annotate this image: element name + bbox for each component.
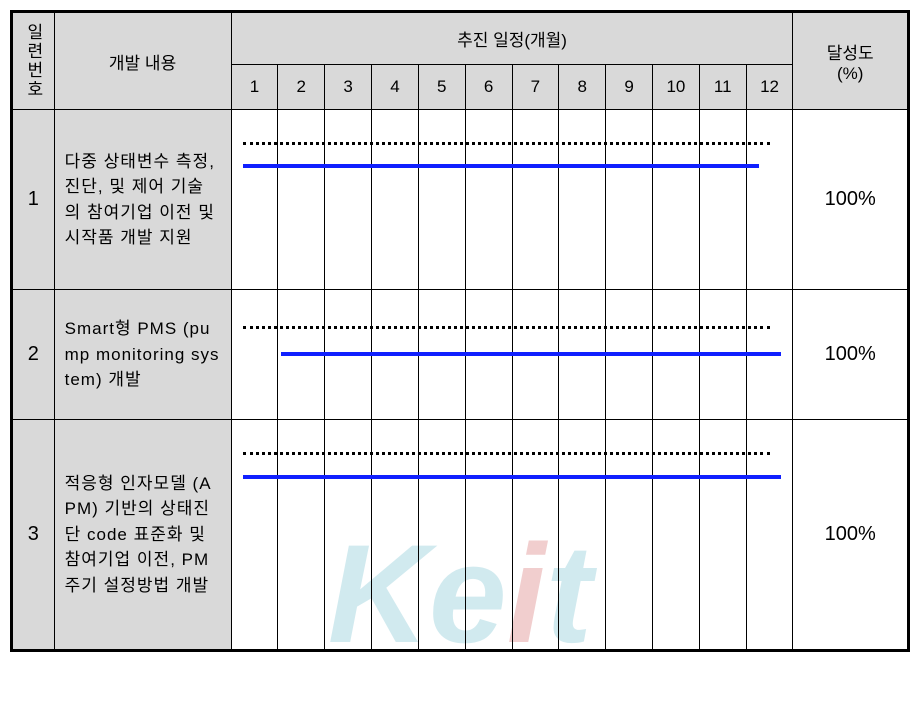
table-body: 1다중 상태변수 측정, 진단, 및 제어 기술의 참여기업 이전 및 시작품 … — [13, 110, 908, 650]
gantt-cell — [559, 110, 606, 290]
row-number: 1 — [13, 110, 55, 290]
header-month: 7 — [512, 64, 559, 109]
gantt-cell — [465, 110, 512, 290]
row-number: 2 — [13, 290, 55, 420]
gantt-cell — [231, 420, 278, 650]
table-header: 일련번호 개발 내용 추진 일정(개월) 달성도 (%) 1 2 3 4 5 6… — [13, 13, 908, 110]
gantt-cell — [512, 110, 559, 290]
gantt-cell — [231, 290, 278, 420]
header-month: 4 — [372, 64, 419, 109]
gantt-cell — [606, 110, 653, 290]
gantt-cell — [325, 420, 372, 650]
gantt-cell — [699, 420, 746, 650]
gantt-cell — [231, 110, 278, 290]
gantt-cell — [559, 420, 606, 650]
gantt-cell — [652, 290, 699, 420]
gantt-cell — [652, 420, 699, 650]
gantt-cell — [418, 420, 465, 650]
header-serial-no: 일련번호 — [13, 13, 55, 110]
gantt-cell — [699, 290, 746, 420]
header-month: 11 — [699, 64, 746, 109]
gantt-cell — [372, 290, 419, 420]
gantt-cell — [746, 290, 793, 420]
header-month: 10 — [652, 64, 699, 109]
header-month: 6 — [465, 64, 512, 109]
gantt-cell — [278, 420, 325, 650]
gantt-cell — [512, 420, 559, 650]
header-month: 1 — [231, 64, 278, 109]
gantt-cell — [606, 290, 653, 420]
gantt-cell — [325, 110, 372, 290]
row-description: Smart형 PMS (pump monitoring system) 개발 — [54, 290, 231, 420]
row-description: 적응형 인자모델 (APM) 기반의 상태진단 code 표준화 및 참여기업 … — [54, 420, 231, 650]
gantt-cell — [652, 110, 699, 290]
header-month: 3 — [325, 64, 372, 109]
gantt-cell — [699, 110, 746, 290]
table-row: 1다중 상태변수 측정, 진단, 및 제어 기술의 참여기업 이전 및 시작품 … — [13, 110, 908, 290]
header-month: 5 — [418, 64, 465, 109]
header-month: 8 — [559, 64, 606, 109]
row-description: 다중 상태변수 측정, 진단, 및 제어 기술의 참여기업 이전 및 시작품 개… — [54, 110, 231, 290]
row-achievement: 100% — [793, 290, 908, 420]
schedule-table: 일련번호 개발 내용 추진 일정(개월) 달성도 (%) 1 2 3 4 5 6… — [12, 12, 908, 650]
schedule-table-container: Keit 일련번호 개발 내용 추진 일정(개월) 달성도 (%) 1 2 3 … — [10, 10, 910, 652]
row-number: 3 — [13, 420, 55, 650]
gantt-cell — [512, 290, 559, 420]
header-month: 12 — [746, 64, 793, 109]
table-row: 3적응형 인자모델 (APM) 기반의 상태진단 code 표준화 및 참여기업… — [13, 420, 908, 650]
header-dev-content: 개발 내용 — [54, 13, 231, 110]
gantt-cell — [465, 420, 512, 650]
header-schedule: 추진 일정(개월) — [231, 13, 793, 65]
table-row: 2Smart형 PMS (pump monitoring system) 개발 1… — [13, 290, 908, 420]
row-achievement: 100% — [793, 420, 908, 650]
row-achievement: 100% — [793, 110, 908, 290]
gantt-cell — [278, 290, 325, 420]
gantt-cell — [746, 110, 793, 290]
gantt-cell — [746, 420, 793, 650]
gantt-cell — [372, 420, 419, 650]
gantt-cell — [418, 110, 465, 290]
header-achievement: 달성도 (%) — [793, 13, 908, 110]
gantt-cell — [278, 110, 325, 290]
gantt-cell — [325, 290, 372, 420]
gantt-cell — [418, 290, 465, 420]
gantt-cell — [559, 290, 606, 420]
gantt-cell — [465, 290, 512, 420]
header-month: 2 — [278, 64, 325, 109]
gantt-cell — [372, 110, 419, 290]
header-month: 9 — [606, 64, 653, 109]
gantt-cell — [606, 420, 653, 650]
